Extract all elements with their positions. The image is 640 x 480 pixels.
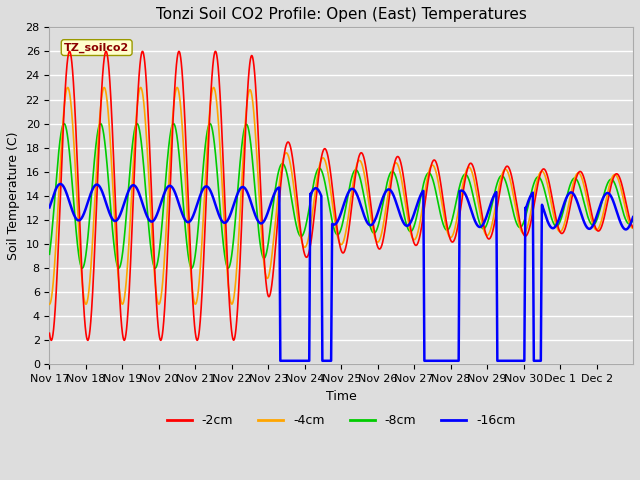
Legend: -2cm, -4cm, -8cm, -16cm: -2cm, -4cm, -8cm, -16cm	[162, 409, 521, 432]
Title: Tonzi Soil CO2 Profile: Open (East) Temperatures: Tonzi Soil CO2 Profile: Open (East) Temp…	[156, 7, 527, 22]
X-axis label: Time: Time	[326, 390, 356, 403]
Text: TZ_soilco2: TZ_soilco2	[64, 42, 129, 53]
Y-axis label: Soil Temperature (C): Soil Temperature (C)	[7, 132, 20, 260]
